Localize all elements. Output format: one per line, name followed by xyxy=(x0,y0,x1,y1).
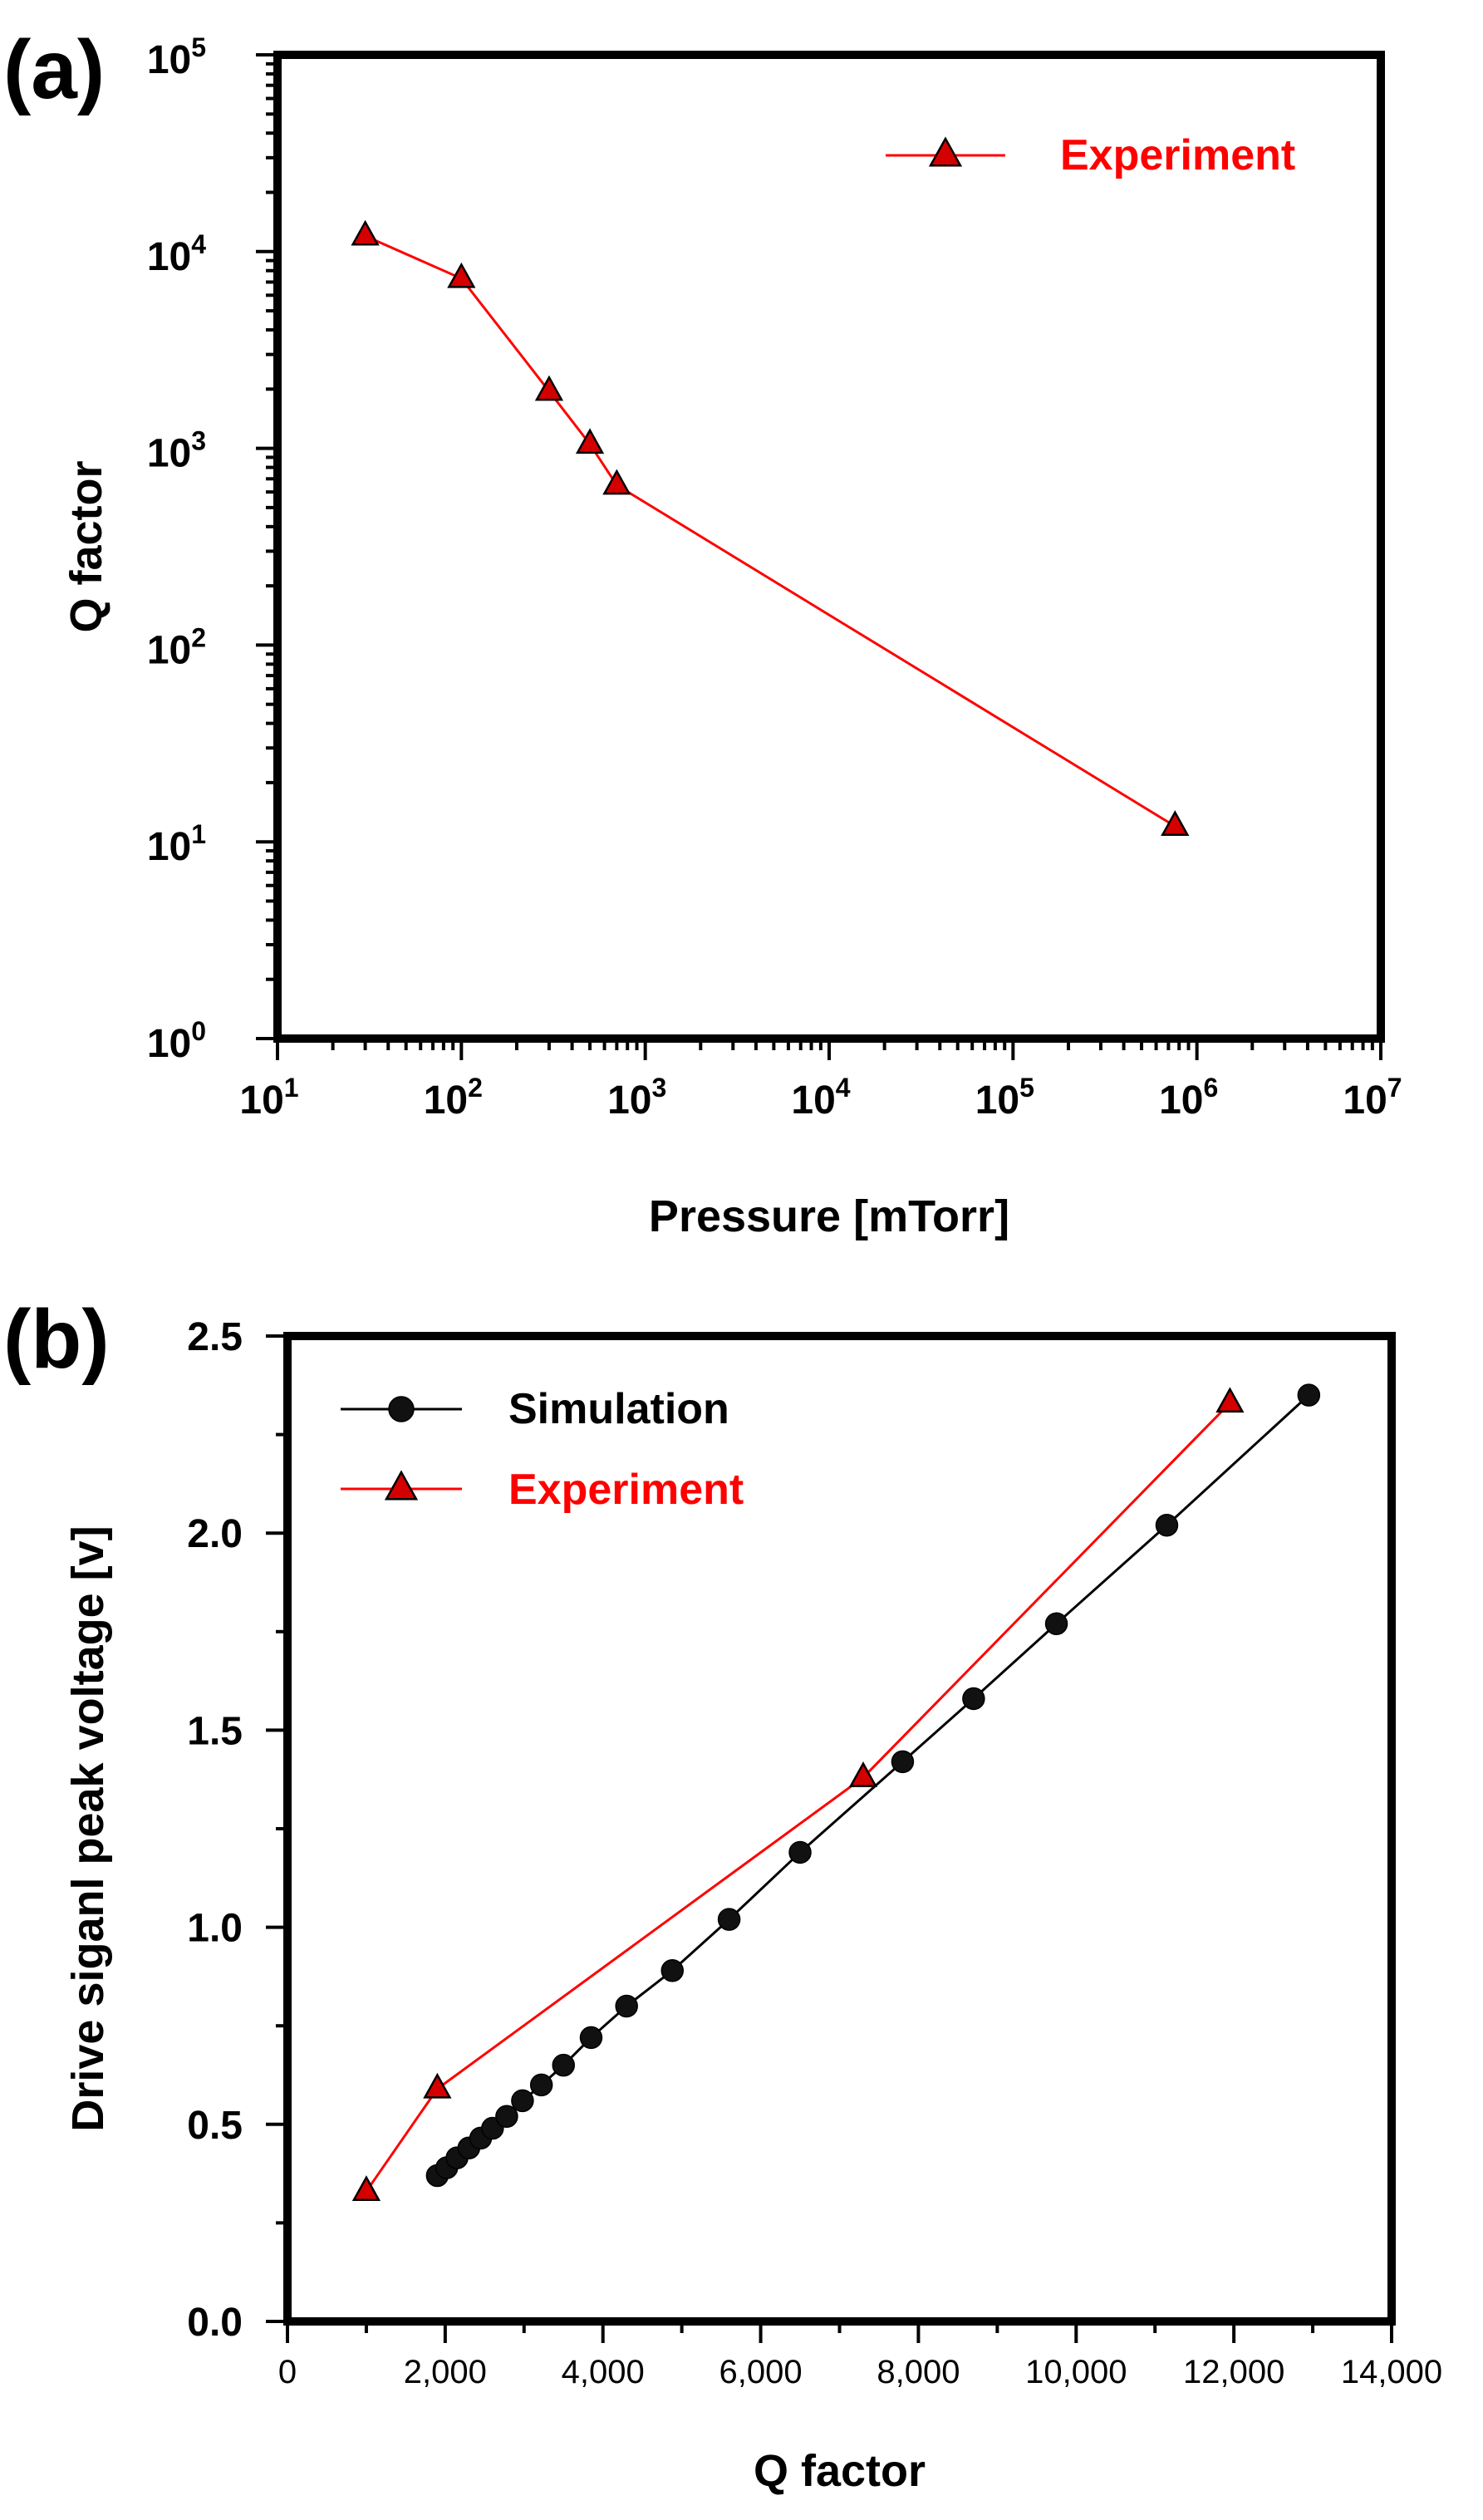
data-point-simulation xyxy=(1044,1612,1068,1636)
series-line-experiment xyxy=(365,1402,1231,2193)
x-axis-label-a: Pressure [mTorr] xyxy=(649,1191,1009,1241)
y-tick-label: 1.0 xyxy=(187,1907,243,1951)
data-point-experiment xyxy=(351,2175,381,2201)
x-tick-label: 106 xyxy=(1159,1073,1218,1122)
data-point-experiment xyxy=(423,2072,452,2099)
y-tick-label: 0.5 xyxy=(187,2104,243,2148)
y-axis-label-a: Q factor xyxy=(61,460,111,632)
data-point-simulation xyxy=(660,1959,685,1982)
data-point-experiment xyxy=(575,428,605,454)
y-axis-label-b: Drive siganl peak voltage [v] xyxy=(63,1525,113,2131)
y-tick-label: 2.0 xyxy=(187,1512,243,1556)
x-tick-label: 12,000 xyxy=(1183,2354,1284,2390)
y-tick-label: 103 xyxy=(147,426,206,476)
data-point-simulation xyxy=(1297,1383,1321,1407)
x-tick-label: 0 xyxy=(278,2354,297,2390)
panel-a: (a) 101 102 103 104 105 106 107 100 101 102 103 104 1… xyxy=(3,23,1402,1241)
data-point-simulation xyxy=(891,1750,915,1774)
x-tick-label: 8,000 xyxy=(877,2354,960,2390)
y-tick-label: 1.5 xyxy=(187,1709,243,1753)
x-tick-label: 107 xyxy=(1343,1073,1402,1122)
data-point-simulation xyxy=(615,1994,638,2018)
y-tick-label: 0.0 xyxy=(187,2301,243,2345)
x-tick-label: 103 xyxy=(607,1073,666,1122)
data-point-simulation xyxy=(1155,1513,1179,1537)
y-tick-label: 105 xyxy=(147,32,206,82)
data-point-simulation xyxy=(552,2053,575,2077)
legend-marker-experiment xyxy=(384,1470,419,1501)
data-point-simulation xyxy=(962,1687,985,1711)
data-point-simulation xyxy=(511,2089,534,2113)
data-point-simulation xyxy=(579,2026,603,2050)
x-tick-label: 101 xyxy=(239,1073,298,1122)
legend-label-simulation: Simulation xyxy=(508,1385,729,1433)
x-tick-label: 4,000 xyxy=(562,2354,645,2390)
x-axis-label-b: Q factor xyxy=(754,2446,926,2496)
data-point-experiment xyxy=(602,469,631,495)
data-point-experiment xyxy=(447,262,476,288)
data-point-experiment xyxy=(534,375,564,401)
data-point-experiment xyxy=(848,1761,878,1787)
plot-frame-b xyxy=(283,1332,1396,2326)
data-point-simulation xyxy=(717,1908,741,1931)
y-tick-label: 101 xyxy=(147,819,206,869)
x-tick-label: 104 xyxy=(791,1073,850,1122)
legend-marker-experiment xyxy=(928,136,963,167)
plot-frame-a xyxy=(273,51,1385,1043)
x-tick-label: 102 xyxy=(424,1073,483,1122)
data-point-simulation xyxy=(529,2073,553,2097)
x-tick-label: 10,000 xyxy=(1025,2354,1127,2390)
data-point-simulation xyxy=(495,2105,518,2129)
series-line-experiment xyxy=(364,234,1176,828)
legend-marker-simulation xyxy=(388,1396,415,1422)
data-point-experiment xyxy=(351,219,380,246)
x-tick-label: 6,000 xyxy=(719,2354,803,2390)
panel-label-a: (a) xyxy=(3,23,105,116)
panel-label-b: (b) xyxy=(3,1293,110,1386)
data-point-experiment xyxy=(1161,810,1190,836)
y-tick-label: 2.5 xyxy=(187,1315,243,1359)
x-tick-label: 105 xyxy=(975,1073,1034,1122)
y-tick-label: 104 xyxy=(147,229,206,279)
data-point-experiment xyxy=(1215,1387,1245,1413)
legend-label-experiment: Experiment xyxy=(1060,131,1295,179)
x-tick-label: 2,000 xyxy=(404,2354,487,2390)
legend-label-experiment: Experiment xyxy=(508,1466,744,1514)
y-tick-label: 102 xyxy=(147,622,206,672)
panel-b: (b) 0 2,000 4,000 6,000 8,000 10,000 12,000 14,0… xyxy=(3,1293,1442,2496)
data-point-simulation xyxy=(788,1840,812,1864)
y-tick-label: 100 xyxy=(147,1016,206,1066)
x-tick-label: 14,000 xyxy=(1341,2354,1442,2390)
